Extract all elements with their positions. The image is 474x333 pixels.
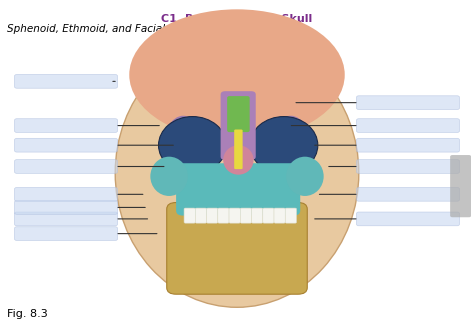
Ellipse shape xyxy=(129,9,345,140)
Ellipse shape xyxy=(150,157,188,196)
Text: Fig. 8.3: Fig. 8.3 xyxy=(8,309,48,319)
FancyBboxPatch shape xyxy=(234,130,243,169)
FancyBboxPatch shape xyxy=(15,160,118,173)
FancyBboxPatch shape xyxy=(356,119,459,133)
FancyBboxPatch shape xyxy=(356,212,459,226)
FancyBboxPatch shape xyxy=(184,208,195,223)
Text: Sphenoid, Ethmoid, and Facial Bones:: Sphenoid, Ethmoid, and Facial Bones: xyxy=(8,24,204,34)
FancyBboxPatch shape xyxy=(252,208,263,223)
FancyBboxPatch shape xyxy=(195,208,207,223)
Ellipse shape xyxy=(115,39,359,307)
Ellipse shape xyxy=(162,116,204,188)
FancyBboxPatch shape xyxy=(176,163,300,215)
FancyBboxPatch shape xyxy=(356,138,459,152)
FancyBboxPatch shape xyxy=(450,155,471,217)
FancyBboxPatch shape xyxy=(356,96,459,110)
FancyBboxPatch shape xyxy=(240,208,252,223)
FancyBboxPatch shape xyxy=(15,119,118,133)
FancyBboxPatch shape xyxy=(274,208,285,223)
Text: C1. Bones, Part III: Skull: C1. Bones, Part III: Skull xyxy=(161,14,313,24)
FancyBboxPatch shape xyxy=(167,202,307,294)
FancyBboxPatch shape xyxy=(15,200,118,214)
Ellipse shape xyxy=(223,145,254,175)
Ellipse shape xyxy=(270,116,312,188)
FancyBboxPatch shape xyxy=(15,212,118,226)
FancyBboxPatch shape xyxy=(207,208,218,223)
FancyBboxPatch shape xyxy=(15,75,118,88)
FancyBboxPatch shape xyxy=(15,138,118,152)
FancyBboxPatch shape xyxy=(356,160,459,173)
FancyBboxPatch shape xyxy=(285,208,297,223)
FancyBboxPatch shape xyxy=(229,208,240,223)
FancyBboxPatch shape xyxy=(218,208,229,223)
Ellipse shape xyxy=(286,157,324,196)
FancyBboxPatch shape xyxy=(356,187,459,201)
Ellipse shape xyxy=(250,117,318,174)
FancyBboxPatch shape xyxy=(227,96,250,132)
Ellipse shape xyxy=(158,117,227,174)
FancyBboxPatch shape xyxy=(15,227,118,240)
FancyBboxPatch shape xyxy=(263,208,274,223)
FancyBboxPatch shape xyxy=(15,187,118,201)
FancyBboxPatch shape xyxy=(220,91,256,160)
